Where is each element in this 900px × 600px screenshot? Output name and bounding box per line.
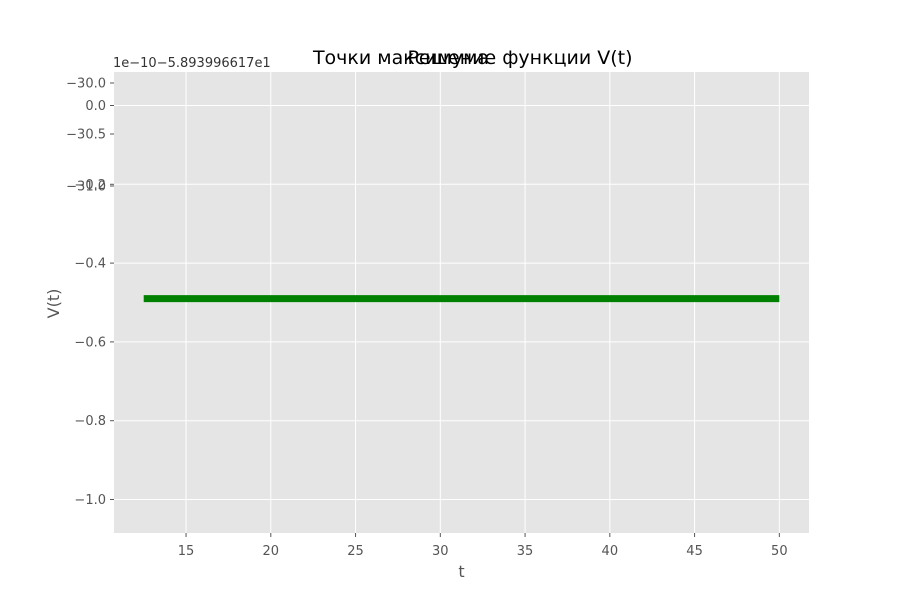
x-axis-label: t	[458, 562, 464, 581]
x-tick-label: 15	[178, 544, 195, 559]
y-tick-label: −1.0	[74, 493, 106, 508]
chart-title-2: Решение функции V(t)	[407, 47, 632, 69]
x-tick-label: 25	[347, 544, 364, 559]
y-tick-label: 0.0	[85, 99, 106, 114]
plot-area	[114, 72, 809, 533]
x-axis: 15 20 25 30 35 40 45 50	[178, 533, 788, 559]
overlay-y-tick-label: −30.0	[66, 77, 106, 92]
y-axis: 0.0 −0.2 −0.4 −0.6 −0.8 −1.0	[74, 99, 114, 508]
grid	[114, 72, 809, 533]
y-tick-label: −0.4	[74, 257, 106, 272]
chart-title-1: Точки максимума	[312, 47, 489, 69]
y-tick-label: −0.2	[74, 178, 106, 193]
x-tick-label: 50	[771, 544, 788, 559]
y-offset-label: 1e−10−5.893996617e1	[113, 56, 271, 71]
overlay-y-tick-label: −30.5	[66, 128, 106, 143]
x-tick-label: 35	[517, 544, 534, 559]
y-tick-label: −0.8	[74, 414, 106, 429]
y-tick-label: −0.6	[74, 335, 106, 350]
overlay-y-tick-label: −31.0	[66, 180, 106, 195]
x-tick-label: 20	[263, 544, 280, 559]
x-tick-label: 40	[602, 544, 619, 559]
y-axis-label: V(t)	[44, 289, 63, 319]
overlay-y-axis: −30.0 −30.5 −31.0	[66, 77, 114, 195]
x-tick-label: 45	[686, 544, 703, 559]
x-tick-label: 30	[432, 544, 449, 559]
